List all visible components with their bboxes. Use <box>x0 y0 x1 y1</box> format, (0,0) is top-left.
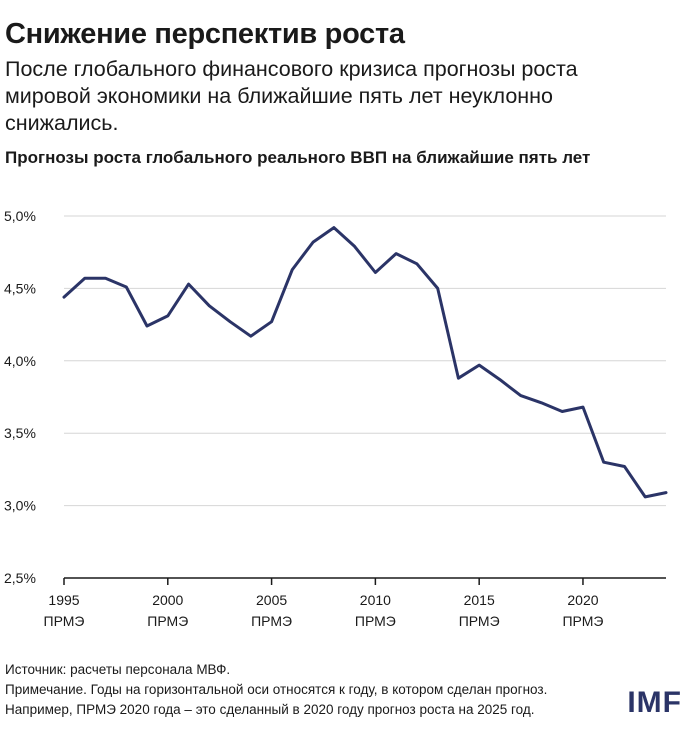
data-point <box>125 285 128 289</box>
x-tick-weo-label: ПРМЭ <box>44 613 85 629</box>
data-point <box>602 460 605 464</box>
data-point <box>270 320 273 323</box>
data-point <box>519 394 522 397</box>
data-point <box>415 262 419 265</box>
y-tick-label: 4,5% <box>4 280 36 296</box>
example-note: Например, ПРМЭ 2020 года – это сделанный… <box>5 702 535 717</box>
chart-title: Прогнозы роста глобального реального ВВП… <box>5 148 591 167</box>
data-point <box>353 245 356 248</box>
data-point <box>228 320 232 323</box>
y-tick-label: 3,5% <box>4 425 36 441</box>
x-tick-weo-label: ПРМЭ <box>147 613 188 629</box>
imf-logo: IMF <box>627 686 682 719</box>
x-tick-weo-label: ПРМЭ <box>355 613 396 629</box>
y-axis: 5,0% 4,5% 4,0% 3,5% 3,0% 2,5% <box>4 208 36 586</box>
data-point <box>477 363 481 367</box>
x-tick-year: 2020 <box>567 592 598 608</box>
x-axis: 1995 ПРМЭ 2000 ПРМЭ 2005 ПРМЭ 2010 ПРМЭ 2015 ПРМЭ… <box>44 578 603 629</box>
explanation-note: Примечание. Годы на горизонтальной оси о… <box>5 682 548 697</box>
x-tick-year: 2005 <box>256 592 287 608</box>
data-point <box>394 252 398 255</box>
data-point <box>208 304 211 307</box>
source-note: Источник: расчеты персонала МВФ. <box>5 662 231 677</box>
x-tick-weo-label: ПРМЭ <box>459 613 500 629</box>
data-point <box>540 401 543 404</box>
x-tick-year: 1995 <box>48 592 79 608</box>
series-points <box>62 226 668 499</box>
data-point <box>187 282 190 286</box>
data-point <box>166 314 169 318</box>
x-tick-weo-label: ПРМЭ <box>562 613 603 629</box>
data-point <box>374 271 377 274</box>
line-chart: 5,0% 4,5% 4,0% 3,5% 3,0% 2,5% 1995 ПРМЭ 2000 ПРМ… <box>4 208 668 629</box>
grid-lines <box>64 215 666 579</box>
data-point <box>644 495 647 499</box>
y-tick-label: 4,0% <box>4 353 36 369</box>
data-point <box>291 268 294 271</box>
data-point <box>498 378 502 381</box>
x-tick-weo-label: ПРМЭ <box>251 613 292 629</box>
data-point <box>83 277 86 280</box>
y-tick-label: 2,5% <box>4 570 36 586</box>
data-point <box>623 465 626 468</box>
y-tick-label: 3,0% <box>4 498 36 514</box>
x-tick-year: 2010 <box>360 592 391 608</box>
footnotes: Источник: расчеты персонала МВФ. Примеча… <box>5 660 625 720</box>
data-point <box>104 277 107 280</box>
y-tick-label: 5,0% <box>4 208 36 224</box>
data-point <box>664 491 668 494</box>
data-point <box>457 376 460 380</box>
data-point <box>62 295 66 299</box>
data-point <box>249 334 253 338</box>
data-point <box>145 324 149 328</box>
data-point <box>436 287 439 290</box>
data-point <box>561 410 564 413</box>
data-point <box>311 240 315 244</box>
x-tick-year: 2015 <box>464 592 495 608</box>
page-subtitle: После глобального финансового кризиса пр… <box>5 57 578 135</box>
series-line <box>62 226 668 499</box>
x-tick-year: 2000 <box>152 592 183 608</box>
page-title: Снижение перспектив роста <box>5 18 405 50</box>
data-point <box>581 405 585 409</box>
data-point <box>332 226 336 229</box>
